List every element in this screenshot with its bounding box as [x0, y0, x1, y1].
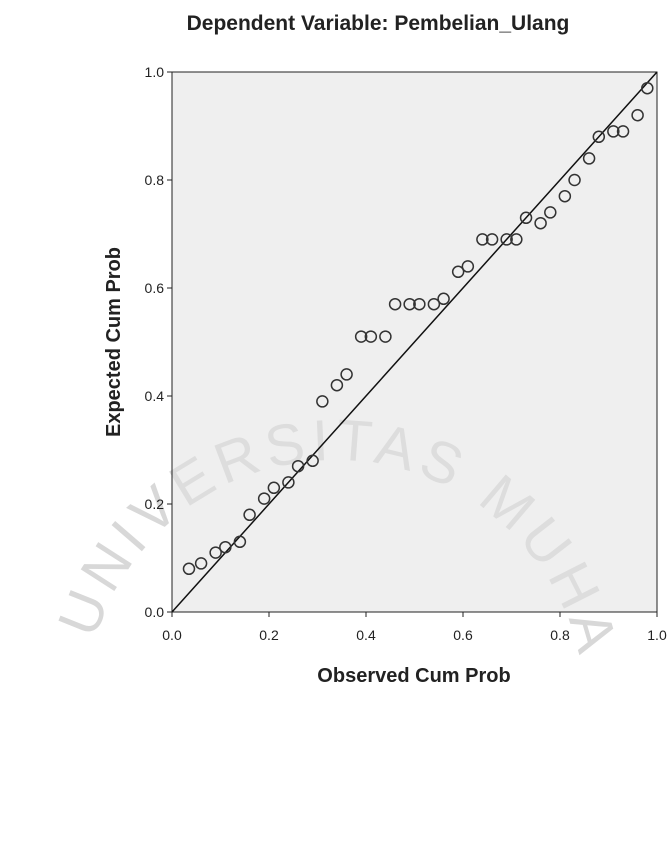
- y-tick-label: 0.6: [145, 280, 165, 296]
- x-tick-label: 0.2: [259, 627, 279, 643]
- y-tick-label: 0.8: [145, 172, 165, 188]
- x-tick-label: 0.8: [550, 627, 570, 643]
- y-axis-label: Expected Cum Prob: [103, 247, 125, 437]
- y-tick-label: 0.2: [145, 496, 165, 512]
- x-tick-label: 1.0: [647, 627, 667, 643]
- x-tick-label: 0.6: [453, 627, 473, 643]
- chart-title: Dependent Variable: Pembelian_Ulang: [187, 12, 570, 35]
- x-tick-label: 0.4: [356, 627, 376, 643]
- y-tick-label: 0.4: [145, 388, 165, 404]
- x-tick-label: 0.0: [162, 627, 182, 643]
- chart: UNIVERSITAS MUHAMMADIYAH JEMBER Dependen…: [0, 0, 672, 863]
- y-tick-label: 0.0: [145, 604, 165, 620]
- x-axis-label: Observed Cum Prob: [317, 665, 510, 687]
- page: {"chart_data": {"type": "scatter", "titl…: [0, 0, 672, 863]
- y-tick-label: 1.0: [145, 64, 165, 80]
